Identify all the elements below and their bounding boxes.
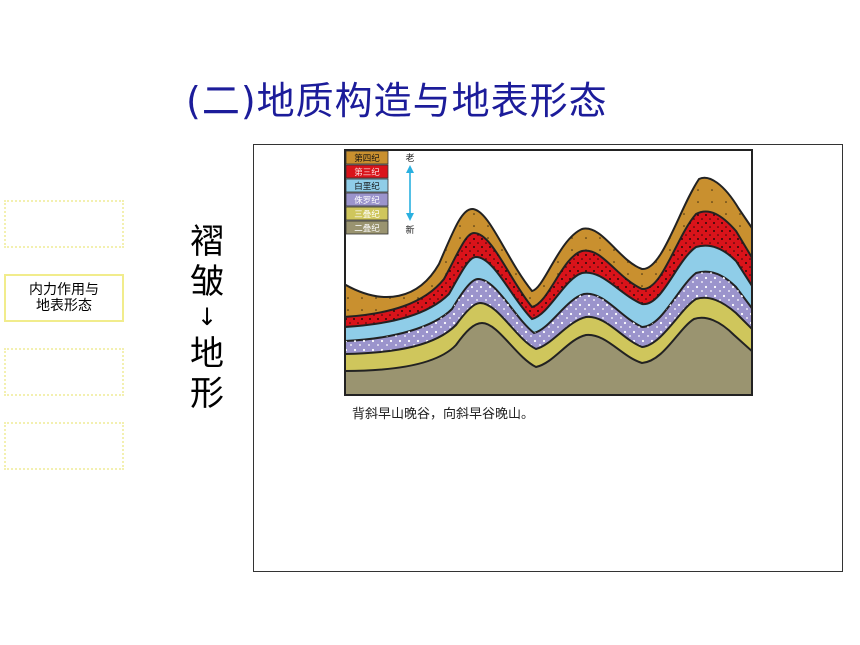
fold-label: 褶皱 [190,222,224,302]
legend-item: 白垩纪 [345,178,389,193]
nav-item-inner-force[interactable]: 内力作用与 地表形态 [4,274,124,322]
age-new-label: 新 [405,224,414,236]
legend-item: 三叠纪 [345,206,389,221]
down-arrow-icon: ↓ [196,303,218,331]
legend: 第四纪 第三纪 白垩纪 侏罗纪 三叠纪 二叠纪 [345,150,389,235]
landform-label: 地形 [190,334,224,414]
svg-text:第三纪: 第三纪 [354,167,380,178]
svg-text:侏罗纪: 侏罗纪 [354,195,380,206]
diagram-caption: 背斜早山晚谷，向斜早谷晚山。 [352,407,535,422]
legend-item: 侏罗纪 [345,192,389,207]
legend-item: 第四纪 [345,150,389,165]
nav-item-label-line2: 地表形态 [36,298,92,314]
fold-diagram: 第四纪 第三纪 白垩纪 侏罗纪 三叠纪 二叠纪 老 新 [344,149,753,396]
nav-item-4[interactable] [4,422,124,470]
age-old-label: 老 [405,152,414,164]
vertical-label: 褶皱 ↓ 地形 [186,222,228,414]
legend-item: 二叠纪 [345,220,389,235]
page-title: (二)地质构造与地表形态 [186,79,608,123]
svg-text:三叠纪: 三叠纪 [354,209,380,220]
layer-permian [345,316,752,395]
nav-item-3[interactable] [4,348,124,396]
svg-text:二叠纪: 二叠纪 [354,223,380,234]
legend-item: 第三纪 [345,164,389,179]
svg-text:第四纪: 第四纪 [354,153,380,164]
svg-text:白垩纪: 白垩纪 [354,181,380,192]
nav-item-1[interactable] [4,200,124,248]
nav-item-label-line1: 内力作用与 [29,282,99,298]
age-arrow-icon [406,165,414,221]
